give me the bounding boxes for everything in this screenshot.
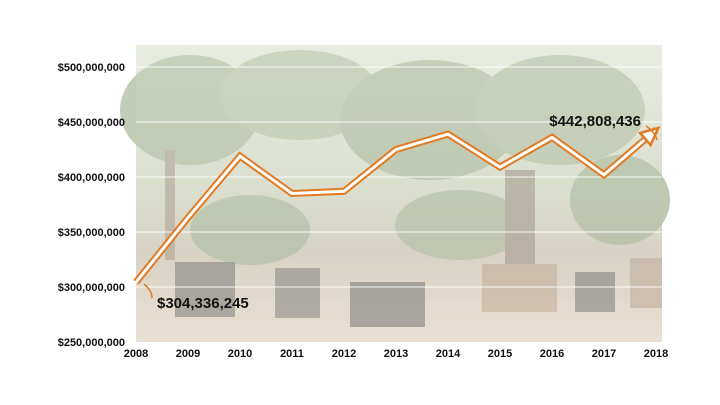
end-callout-leader	[645, 125, 658, 141]
palm-trunk	[165, 150, 175, 260]
y-tick-label: $350,000,000	[58, 227, 125, 239]
x-tick-label: 2017	[592, 348, 616, 360]
x-tick-label: 2015	[488, 348, 512, 360]
background-fade-overlay	[136, 45, 662, 342]
x-tick-label: 2014	[436, 348, 461, 360]
plant-pot	[275, 268, 320, 318]
palm-foliage	[395, 190, 525, 260]
start-callout-leader	[143, 283, 153, 299]
x-axis-ticks: 2008 2009 2010 2011 2012 2013 2014 2015 2016 2017…	[124, 348, 668, 360]
series-line-core	[134, 128, 657, 284]
plant-pot	[575, 272, 615, 312]
y-axis-ticks: $250,000,000 $300,000,000 $350,000,000 $400…	[58, 62, 125, 349]
plant-pot	[482, 264, 557, 312]
plant-pot	[350, 282, 425, 327]
x-tick-label: 2011	[280, 348, 304, 360]
palm-trunk	[505, 170, 535, 270]
end-value-label: $442,808,436	[549, 113, 641, 130]
x-tick-label: 2012	[332, 348, 356, 360]
x-tick-label: 2016	[540, 348, 564, 360]
palm-foliage	[475, 55, 645, 165]
plant-pot	[630, 258, 662, 308]
y-tick-label: $400,000,000	[58, 172, 125, 184]
callouts: $304,336,245 $442,808,436	[143, 113, 658, 312]
y-tick-label: $300,000,000	[58, 282, 125, 294]
x-tick-label: 2008	[124, 348, 148, 360]
x-tick-label: 2009	[176, 348, 200, 360]
plant-pot	[175, 262, 235, 317]
x-tick-label: 2013	[384, 348, 408, 360]
palm-foliage	[190, 195, 310, 265]
x-tick-label: 2018	[644, 348, 668, 360]
background-photo	[120, 45, 670, 342]
y-tick-label: $450,000,000	[58, 117, 125, 129]
x-tick-label: 2010	[228, 348, 252, 360]
start-value-label: $304,336,245	[157, 295, 249, 312]
y-tick-label: $500,000,000	[58, 62, 125, 74]
y-tick-label: $250,000,000	[58, 337, 125, 349]
palm-foliage	[220, 50, 380, 140]
